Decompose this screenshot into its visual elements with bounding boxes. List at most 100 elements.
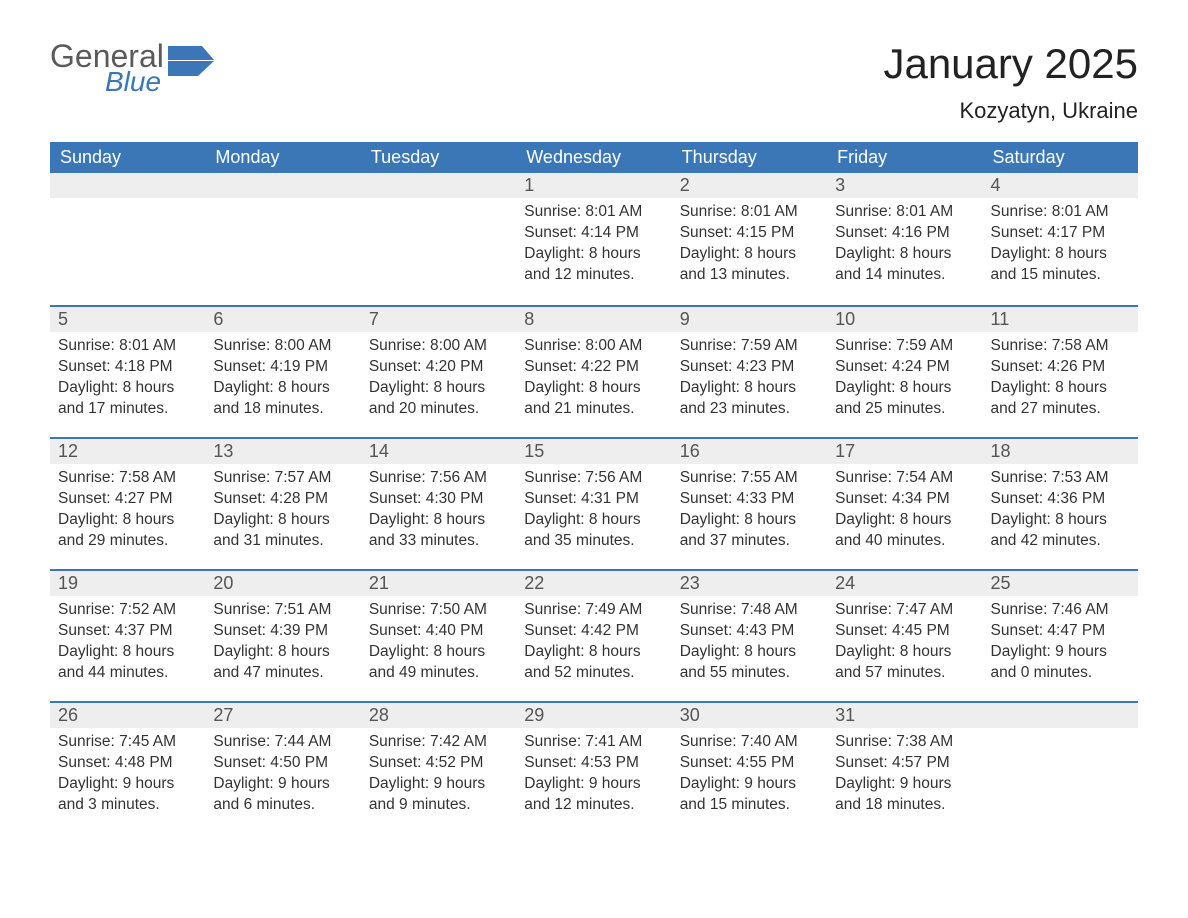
- calendar-day: 7Sunrise: 8:00 AMSunset: 4:20 PMDaylight…: [361, 307, 516, 437]
- calendar-week: 5Sunrise: 8:01 AMSunset: 4:18 PMDaylight…: [50, 305, 1138, 437]
- calendar-body: 1Sunrise: 8:01 AMSunset: 4:14 PMDaylight…: [50, 173, 1138, 833]
- day-number: 10: [827, 307, 982, 332]
- calendar-day: 6Sunrise: 8:00 AMSunset: 4:19 PMDaylight…: [205, 307, 360, 437]
- day-details: Sunrise: 8:00 AMSunset: 4:20 PMDaylight:…: [361, 332, 516, 432]
- calendar-day: 31Sunrise: 7:38 AMSunset: 4:57 PMDayligh…: [827, 703, 982, 833]
- day-number: 12: [50, 439, 205, 464]
- day-number: 20: [205, 571, 360, 596]
- dow-cell: Monday: [205, 142, 360, 173]
- calendar-day: 8Sunrise: 8:00 AMSunset: 4:22 PMDaylight…: [516, 307, 671, 437]
- day-number: 29: [516, 703, 671, 728]
- day-number: 28: [361, 703, 516, 728]
- day-number: 9: [672, 307, 827, 332]
- day-details: Sunrise: 8:01 AMSunset: 4:16 PMDaylight:…: [827, 198, 982, 298]
- calendar-day: 12Sunrise: 7:58 AMSunset: 4:27 PMDayligh…: [50, 439, 205, 569]
- day-of-week-header: SundayMondayTuesdayWednesdayThursdayFrid…: [50, 142, 1138, 173]
- day-number: 21: [361, 571, 516, 596]
- day-details: Sunrise: 8:01 AMSunset: 4:14 PMDaylight:…: [516, 198, 671, 298]
- calendar-day: 23Sunrise: 7:48 AMSunset: 4:43 PMDayligh…: [672, 571, 827, 701]
- day-number: 5: [50, 307, 205, 332]
- day-number: 7: [361, 307, 516, 332]
- logo-word-2: Blue: [105, 66, 164, 98]
- calendar-day: 28Sunrise: 7:42 AMSunset: 4:52 PMDayligh…: [361, 703, 516, 833]
- day-details: Sunrise: 7:38 AMSunset: 4:57 PMDaylight:…: [827, 728, 982, 828]
- day-details: Sunrise: 7:59 AMSunset: 4:23 PMDaylight:…: [672, 332, 827, 432]
- day-details: Sunrise: 7:50 AMSunset: 4:40 PMDaylight:…: [361, 596, 516, 696]
- dow-cell: Thursday: [672, 142, 827, 173]
- calendar-day: 15Sunrise: 7:56 AMSunset: 4:31 PMDayligh…: [516, 439, 671, 569]
- header: General Blue January 2025 Kozyatyn, Ukra…: [50, 40, 1138, 124]
- calendar-day: 16Sunrise: 7:55 AMSunset: 4:33 PMDayligh…: [672, 439, 827, 569]
- day-details: Sunrise: 8:01 AMSunset: 4:18 PMDaylight:…: [50, 332, 205, 432]
- day-details: Sunrise: 7:57 AMSunset: 4:28 PMDaylight:…: [205, 464, 360, 564]
- day-details: Sunrise: 7:58 AMSunset: 4:27 PMDaylight:…: [50, 464, 205, 564]
- calendar-day: 29Sunrise: 7:41 AMSunset: 4:53 PMDayligh…: [516, 703, 671, 833]
- calendar-day: 1Sunrise: 8:01 AMSunset: 4:14 PMDaylight…: [516, 173, 671, 305]
- day-details: Sunrise: 7:42 AMSunset: 4:52 PMDaylight:…: [361, 728, 516, 828]
- day-number: 2: [672, 173, 827, 198]
- day-number: 27: [205, 703, 360, 728]
- calendar-day: [983, 703, 1138, 833]
- day-number: 31: [827, 703, 982, 728]
- calendar-week: 12Sunrise: 7:58 AMSunset: 4:27 PMDayligh…: [50, 437, 1138, 569]
- calendar-day: 13Sunrise: 7:57 AMSunset: 4:28 PMDayligh…: [205, 439, 360, 569]
- day-number: 24: [827, 571, 982, 596]
- calendar-day: 9Sunrise: 7:59 AMSunset: 4:23 PMDaylight…: [672, 307, 827, 437]
- dow-cell: Sunday: [50, 142, 205, 173]
- day-details: Sunrise: 8:00 AMSunset: 4:19 PMDaylight:…: [205, 332, 360, 432]
- day-number: 3: [827, 173, 982, 198]
- logo-flag-icon: [168, 46, 214, 76]
- day-number: 13: [205, 439, 360, 464]
- day-details: Sunrise: 7:56 AMSunset: 4:30 PMDaylight:…: [361, 464, 516, 564]
- dow-cell: Friday: [827, 142, 982, 173]
- day-number: 30: [672, 703, 827, 728]
- day-details: Sunrise: 7:48 AMSunset: 4:43 PMDaylight:…: [672, 596, 827, 696]
- day-details: Sunrise: 7:59 AMSunset: 4:24 PMDaylight:…: [827, 332, 982, 432]
- calendar-day: 25Sunrise: 7:46 AMSunset: 4:47 PMDayligh…: [983, 571, 1138, 701]
- calendar-day: 4Sunrise: 8:01 AMSunset: 4:17 PMDaylight…: [983, 173, 1138, 305]
- calendar-day: 19Sunrise: 7:52 AMSunset: 4:37 PMDayligh…: [50, 571, 205, 701]
- calendar-day: [361, 173, 516, 305]
- day-details: Sunrise: 8:01 AMSunset: 4:15 PMDaylight:…: [672, 198, 827, 298]
- day-number: [361, 173, 516, 198]
- day-details: Sunrise: 7:53 AMSunset: 4:36 PMDaylight:…: [983, 464, 1138, 564]
- dow-cell: Saturday: [983, 142, 1138, 173]
- day-number: 1: [516, 173, 671, 198]
- calendar-day: 24Sunrise: 7:47 AMSunset: 4:45 PMDayligh…: [827, 571, 982, 701]
- day-details: Sunrise: 8:01 AMSunset: 4:17 PMDaylight:…: [983, 198, 1138, 298]
- day-number: 4: [983, 173, 1138, 198]
- day-number: 6: [205, 307, 360, 332]
- day-details: Sunrise: 7:51 AMSunset: 4:39 PMDaylight:…: [205, 596, 360, 696]
- day-number: [983, 703, 1138, 728]
- day-details: Sunrise: 8:00 AMSunset: 4:22 PMDaylight:…: [516, 332, 671, 432]
- calendar-day: [50, 173, 205, 305]
- title-block: January 2025 Kozyatyn, Ukraine: [883, 40, 1138, 124]
- calendar: SundayMondayTuesdayWednesdayThursdayFrid…: [50, 142, 1138, 833]
- calendar-day: 3Sunrise: 8:01 AMSunset: 4:16 PMDaylight…: [827, 173, 982, 305]
- calendar-day: 2Sunrise: 8:01 AMSunset: 4:15 PMDaylight…: [672, 173, 827, 305]
- day-details: Sunrise: 7:58 AMSunset: 4:26 PMDaylight:…: [983, 332, 1138, 432]
- day-number: 22: [516, 571, 671, 596]
- calendar-day: 22Sunrise: 7:49 AMSunset: 4:42 PMDayligh…: [516, 571, 671, 701]
- day-number: [205, 173, 360, 198]
- calendar-day: [205, 173, 360, 305]
- day-number: 23: [672, 571, 827, 596]
- day-details: Sunrise: 7:41 AMSunset: 4:53 PMDaylight:…: [516, 728, 671, 828]
- day-number: 25: [983, 571, 1138, 596]
- day-number: 14: [361, 439, 516, 464]
- day-number: 11: [983, 307, 1138, 332]
- day-number: [50, 173, 205, 198]
- day-number: 17: [827, 439, 982, 464]
- calendar-week: 19Sunrise: 7:52 AMSunset: 4:37 PMDayligh…: [50, 569, 1138, 701]
- calendar-day: 14Sunrise: 7:56 AMSunset: 4:30 PMDayligh…: [361, 439, 516, 569]
- day-details: Sunrise: 7:45 AMSunset: 4:48 PMDaylight:…: [50, 728, 205, 828]
- location: Kozyatyn, Ukraine: [883, 98, 1138, 124]
- day-details: Sunrise: 7:40 AMSunset: 4:55 PMDaylight:…: [672, 728, 827, 828]
- calendar-day: 11Sunrise: 7:58 AMSunset: 4:26 PMDayligh…: [983, 307, 1138, 437]
- day-number: 18: [983, 439, 1138, 464]
- day-number: 16: [672, 439, 827, 464]
- logo: General Blue: [50, 40, 214, 98]
- calendar-week: 1Sunrise: 8:01 AMSunset: 4:14 PMDaylight…: [50, 173, 1138, 305]
- day-details: Sunrise: 7:44 AMSunset: 4:50 PMDaylight:…: [205, 728, 360, 828]
- day-details: Sunrise: 7:49 AMSunset: 4:42 PMDaylight:…: [516, 596, 671, 696]
